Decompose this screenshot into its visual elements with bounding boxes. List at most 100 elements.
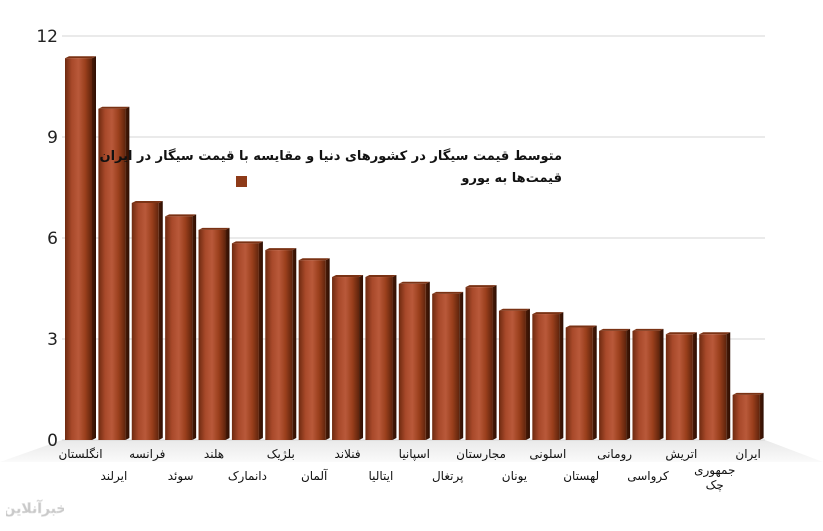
bar <box>599 328 631 440</box>
bar-side <box>158 200 163 440</box>
bar-top <box>131 200 163 203</box>
bar-top <box>65 56 96 59</box>
bar-top <box>532 312 564 315</box>
bar-face <box>131 202 159 440</box>
x-tick-label: هلند <box>204 447 224 461</box>
x-tick-label: پرتغال <box>432 469 463 484</box>
y-axis-ticks: 0 3 6 9 12 <box>36 27 58 451</box>
bar-side <box>392 275 397 440</box>
y-tick-label: 3 <box>47 330 58 350</box>
bar-top <box>498 308 530 311</box>
chart-title-line-2: قیمت‌ها به یورو <box>461 171 562 186</box>
x-tick-label: فرانسه <box>129 447 165 462</box>
bar-face <box>699 334 727 440</box>
bar-face <box>231 243 259 440</box>
svg-text:خبرآنلاین: خبرآنلاین <box>6 499 64 517</box>
legend: متوسط قیمت سیگار در کشورهای دنیا و مقایس… <box>99 146 562 190</box>
bar <box>732 392 764 440</box>
bar-top <box>699 332 731 335</box>
bar-face <box>398 283 426 440</box>
bar-side <box>192 214 197 440</box>
bar <box>365 275 397 440</box>
bar <box>398 281 430 440</box>
bar-face <box>665 334 693 440</box>
bar-side <box>359 275 364 440</box>
x-tick-label: فنلاند <box>334 447 360 461</box>
bar <box>465 285 497 440</box>
bar-top <box>398 281 430 284</box>
x-tick-label: انگلستان <box>58 447 102 461</box>
bar-top <box>432 291 464 294</box>
bar-face <box>165 216 193 440</box>
bar <box>432 291 464 440</box>
bar-side <box>258 241 263 440</box>
bar-face <box>365 277 393 440</box>
bar-side <box>759 392 764 440</box>
bar-face <box>298 260 326 440</box>
bar-top <box>565 325 597 328</box>
bar-top <box>231 241 263 244</box>
bar-top <box>265 248 297 251</box>
x-tick-label: لهستان <box>563 469 599 483</box>
bar <box>498 308 530 440</box>
bar-side <box>692 332 697 440</box>
bar <box>665 332 697 440</box>
bar-face <box>265 250 293 440</box>
bar <box>131 200 163 440</box>
bar-side <box>225 227 230 440</box>
bar-top <box>599 328 631 331</box>
bar <box>298 258 330 440</box>
x-tick-label: ایران <box>735 447 760 462</box>
bar-side <box>659 328 664 440</box>
bar-face <box>98 108 126 440</box>
bar <box>265 248 297 440</box>
bar-face <box>198 229 226 440</box>
bar <box>332 275 364 440</box>
bar-top <box>98 106 130 109</box>
bar-top <box>332 275 364 278</box>
bar-face <box>332 277 360 440</box>
x-tick-label: اسپانیا <box>399 447 430 461</box>
x-tick-label: بلژیک <box>267 447 295 462</box>
logo-watermark: خبرآنلاین <box>6 499 64 518</box>
chart-title-line-1: متوسط قیمت سیگار در کشورهای دنیا و مقایس… <box>99 149 562 164</box>
bar-side <box>325 258 330 440</box>
bar-face <box>599 330 627 440</box>
bar-top <box>632 328 664 331</box>
bar <box>198 227 230 440</box>
legend-swatch <box>236 176 247 187</box>
bar-side <box>425 281 430 440</box>
x-tick-label: رومانی <box>597 447 632 462</box>
x-tick-label: کرواسی <box>627 469 669 484</box>
bar-face <box>532 314 560 440</box>
bar <box>98 106 130 440</box>
x-tick-label: ایرلند <box>100 469 127 484</box>
bar <box>565 325 597 440</box>
y-tick-label: 9 <box>47 128 58 148</box>
y-tick-label: 0 <box>47 431 58 451</box>
x-tick-label: مجارستان <box>456 447 506 462</box>
bar-face <box>465 287 493 440</box>
y-tick-label: 6 <box>47 229 58 249</box>
bar-top <box>298 258 330 261</box>
bar <box>699 332 731 440</box>
bar-side <box>525 308 530 440</box>
bar-face <box>498 310 526 440</box>
bar-top <box>665 332 697 335</box>
bar <box>65 56 96 440</box>
bar-side <box>492 285 497 440</box>
bar-face <box>432 293 460 440</box>
bar <box>231 241 263 440</box>
y-tick-label: 12 <box>36 27 58 47</box>
bar-face <box>65 58 92 440</box>
x-tick-label: دانمارک <box>228 469 267 484</box>
bar-side <box>592 325 597 440</box>
bar-top <box>365 275 397 278</box>
bar-top <box>165 214 197 217</box>
bar-face <box>732 394 760 440</box>
bar <box>532 312 564 440</box>
bar <box>632 328 664 440</box>
